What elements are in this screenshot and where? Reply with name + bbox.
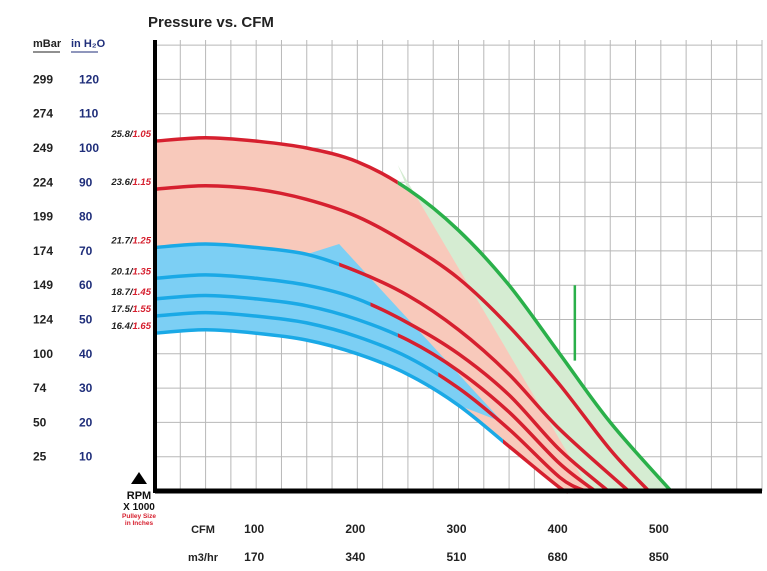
inh2o-tick-label: 110 xyxy=(79,107,99,121)
m3hr-tick-label: 510 xyxy=(446,550,466,564)
cfm-tick-label: 500 xyxy=(649,522,669,536)
m3hr-tick-label: 340 xyxy=(345,550,365,564)
mbar-tick-label: 124 xyxy=(33,313,53,327)
series-label: 18.7/1.45 xyxy=(111,287,151,298)
series-pulley-value: 1.35 xyxy=(133,266,152,277)
mbar-tick-label: 25 xyxy=(33,450,47,464)
series-labels: 25.8/1.0523.6/1.1521.7/1.2520.1/1.3518.7… xyxy=(110,129,151,332)
mbar-tick-label: 249 xyxy=(33,141,53,155)
high-rpm-region-fill xyxy=(397,165,671,491)
mbar-tick-label: 299 xyxy=(33,72,53,86)
mbar-tick-label: 274 xyxy=(33,107,53,121)
curve-rpm-18-7-red xyxy=(397,333,597,493)
axes xyxy=(131,40,762,494)
pulley-unit-label: in Inches xyxy=(125,520,154,527)
inh2o-tick-label: 80 xyxy=(79,210,93,224)
mbar-unit-label: mBar xyxy=(33,38,62,50)
rpm-multiplier-label: X 1000 xyxy=(123,502,155,513)
series-pulley-value: 1.25 xyxy=(133,235,152,246)
inh2o-unit-label: in H₂O xyxy=(71,38,106,50)
series-label: 16.4/1.65 xyxy=(111,321,151,332)
chart-title: Pressure vs. CFM xyxy=(148,14,274,31)
series-pulley-value: 1.65 xyxy=(133,321,152,332)
cfm-tick-label: 300 xyxy=(446,522,466,536)
inh2o-tick-label: 70 xyxy=(79,244,93,258)
mbar-tick-label: 224 xyxy=(33,175,53,189)
curve-rpm-21-7-red xyxy=(339,262,630,493)
series-rpm-value: 25.8/ xyxy=(110,129,133,140)
series-label: 17.5/1.55 xyxy=(111,304,151,315)
curve-rpm-25-8-green xyxy=(397,180,673,493)
curve-rpm-21-7-blue xyxy=(154,242,340,267)
series-rpm-value: 18.7/ xyxy=(111,287,133,298)
series-label: 25.8/1.05 xyxy=(110,129,151,140)
inh2o-tick-label: 90 xyxy=(79,175,93,189)
rpm-label: RPM xyxy=(127,490,151,502)
inh2o-tick-label: 120 xyxy=(79,72,99,86)
m3hr-tick-label: 680 xyxy=(548,550,568,564)
x-tick-labels: 100 170 200 340 300 510 400 680 500 850 xyxy=(244,522,669,564)
curve-rpm-17-5-blue xyxy=(154,310,439,377)
cfm-tick-label: 100 xyxy=(244,522,264,536)
curves xyxy=(154,135,673,494)
inh2o-tick-label: 30 xyxy=(79,381,93,395)
mbar-tick-label: 149 xyxy=(33,278,53,292)
curve-rpm-18-7-blue xyxy=(154,293,398,338)
cfm-axis-label: CFM xyxy=(191,524,215,536)
mbar-tick-label: 199 xyxy=(33,210,53,224)
m3hr-tick-label: 850 xyxy=(649,550,669,564)
m3hr-axis-label: m3/hr xyxy=(188,552,219,564)
curve-rpm-23-6-red xyxy=(154,183,650,493)
series-pulley-value: 1.45 xyxy=(133,287,152,298)
inh2o-tick-label: 40 xyxy=(79,347,93,361)
series-label: 20.1/1.35 xyxy=(110,266,151,277)
mbar-tick-label: 50 xyxy=(33,415,47,429)
curve-rpm-25-8-red xyxy=(155,135,398,185)
inh2o-tick-label: 20 xyxy=(79,415,93,429)
inh2o-tick-label: 60 xyxy=(79,278,93,292)
series-pulley-value: 1.15 xyxy=(133,177,152,188)
mbar-tick-label: 74 xyxy=(33,381,47,395)
inh2o-tick-label: 100 xyxy=(79,141,99,155)
mbar-tick-label: 174 xyxy=(33,244,53,258)
curve-rpm-16-4-blue xyxy=(154,328,504,444)
curve-rpm-20-1-red xyxy=(370,302,610,493)
curve-rpm-20-1-blue xyxy=(154,273,371,307)
series-rpm-value: 21.7/ xyxy=(110,235,133,246)
cfm-tick-label: 400 xyxy=(548,522,568,536)
series-rpm-value: 17.5/ xyxy=(111,304,133,315)
curve-rpm-16-4-red xyxy=(503,439,572,494)
inh2o-tick-label: 50 xyxy=(79,313,93,327)
inh2o-tick-label: 10 xyxy=(79,450,93,464)
y-tick-labels: 299 120 274 110 249 100 224 90 199 80 174 70 149 60 12… xyxy=(33,72,99,463)
pulley-size-label: Pulley Size xyxy=(122,513,156,520)
series-rpm-value: 16.4/ xyxy=(111,321,133,332)
m3hr-tick-label: 170 xyxy=(244,550,264,564)
series-pulley-value: 1.55 xyxy=(133,304,152,315)
cfm-tick-label: 200 xyxy=(345,522,365,536)
series-label: 23.6/1.15 xyxy=(110,177,151,188)
rpm-arrow-icon xyxy=(131,472,147,484)
series-rpm-value: 23.6/ xyxy=(110,177,133,188)
series-rpm-value: 20.1/ xyxy=(110,266,133,277)
series-pulley-value: 1.05 xyxy=(133,129,152,140)
series-label: 21.7/1.25 xyxy=(110,235,151,246)
mbar-tick-label: 100 xyxy=(33,347,53,361)
curve-rpm-17-5-red xyxy=(438,372,586,493)
